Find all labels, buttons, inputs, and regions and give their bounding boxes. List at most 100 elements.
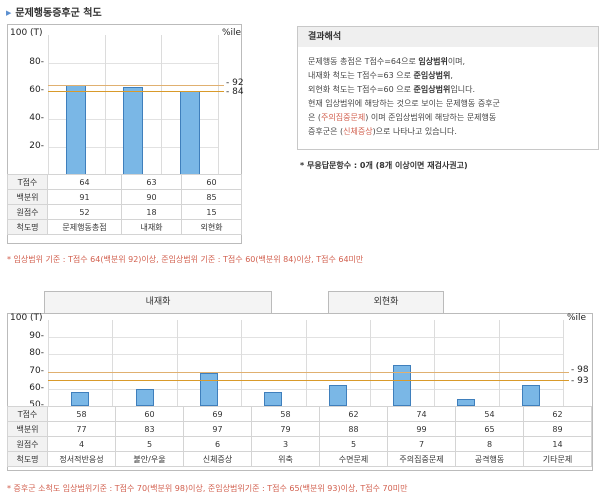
bar-정서적반응성 bbox=[71, 392, 90, 406]
row-label: T점수 bbox=[7, 174, 48, 190]
panel-title: 결과해석 bbox=[298, 27, 598, 47]
table-cell: 89 bbox=[523, 421, 592, 437]
table-cell: 88 bbox=[319, 421, 388, 437]
y-tick-label: 50- bbox=[29, 400, 44, 410]
y-tick-label: 20- bbox=[29, 141, 44, 151]
column-divider bbox=[305, 320, 307, 406]
table-row: 백분위 77 83 97 79 88 99 65 89 bbox=[7, 421, 592, 437]
chart2-plot: 100 (T) 90- 80- 70- 60- 50- - 98- 93 %ile bbox=[8, 313, 592, 410]
no-answer-note: * 무응답문항수 : 0개 (8개 이상이면 재검사권고) bbox=[300, 161, 468, 170]
table-row: 척도명 문제행동총점 내재화 외현화 bbox=[7, 219, 242, 235]
bar-불안/우울 bbox=[135, 388, 154, 406]
table-cell: 4 bbox=[47, 436, 116, 452]
percentile-marker: - 84 bbox=[226, 87, 244, 97]
row-label: 백분위 bbox=[7, 421, 48, 437]
column-divider bbox=[161, 35, 163, 175]
percentile-marker: - 98 bbox=[571, 364, 589, 375]
table-cell: 5 bbox=[115, 436, 184, 452]
bar-내재화 bbox=[123, 86, 143, 175]
reference-line bbox=[48, 371, 569, 373]
table-cell: 수면문제 bbox=[319, 451, 388, 467]
percentile-marker: - 93 bbox=[571, 376, 589, 387]
table-row: 척도명 정서적반응성 불안/우울 신체증상 위축 수면문제 주의집중문제 공격행동 기타문제 bbox=[7, 451, 592, 467]
column-divider bbox=[241, 320, 243, 406]
y-axis-top-label: 100 (T) bbox=[10, 313, 43, 323]
reference-line bbox=[48, 380, 569, 382]
column-divider bbox=[498, 320, 500, 406]
y-axis-top-label: 100 (T) bbox=[10, 28, 43, 38]
table-cell: 기타문제 bbox=[523, 451, 592, 467]
y-gridline bbox=[48, 63, 218, 64]
table-cell: 외현화 bbox=[181, 219, 242, 235]
table-row: T점수 58 60 69 58 62 74 54 62 bbox=[7, 406, 592, 422]
table-cell: 83 bbox=[115, 421, 184, 437]
column-divider bbox=[112, 320, 114, 406]
row-label: 척도명 bbox=[7, 451, 48, 467]
percentile-marker: - 92 bbox=[226, 78, 244, 89]
column-divider bbox=[434, 320, 436, 406]
bar-주의집중문제 bbox=[393, 364, 412, 406]
table-cell: 97 bbox=[183, 421, 252, 437]
table-cell: 15 bbox=[181, 204, 242, 220]
panel-body: 문제행동 총점은 T점수=64으로 임상범위이며, 내재화 척도는 T점수=63… bbox=[308, 55, 592, 139]
table-cell: 62 bbox=[523, 406, 592, 422]
interpretation-line: 내재화 척도는 T점수=63 으로 준임상범위, bbox=[308, 71, 453, 80]
table-cell: 99 bbox=[387, 421, 456, 437]
table-cell: 5 bbox=[319, 436, 388, 452]
table-cell: 60 bbox=[181, 174, 242, 190]
table-cell: 7 bbox=[387, 436, 456, 452]
y-tick-label: 40- bbox=[29, 113, 44, 123]
bar-문제행동총점 bbox=[66, 85, 87, 175]
y-tick-label: 60- bbox=[29, 85, 44, 95]
table-cell: 정서적반응성 bbox=[47, 451, 116, 467]
group-header-internal: 내재화 bbox=[44, 291, 272, 314]
table-cell: 54 bbox=[455, 406, 524, 422]
table-cell: 18 bbox=[121, 204, 182, 220]
column-divider bbox=[48, 320, 49, 406]
chart2-frame: 100 (T) 90- 80- 70- 60- 50- - 98- 93 %ile bbox=[7, 313, 593, 471]
table-cell: 내재화 bbox=[121, 219, 182, 235]
table-cell: 위축 bbox=[251, 451, 320, 467]
y-tick-label: 90- bbox=[29, 331, 44, 342]
table-cell: 74 bbox=[387, 406, 456, 422]
table-row: 백분위 91 90 85 bbox=[7, 189, 242, 205]
table-cell: 62 bbox=[319, 406, 388, 422]
y-tick-label: 80- bbox=[29, 348, 44, 359]
table-cell: 65 bbox=[455, 421, 524, 437]
table-cell: 69 bbox=[183, 406, 252, 422]
column-divider bbox=[104, 35, 106, 175]
interpretation-line: 현재 임상범위에 해당하는 것으로 보이는 문제행동 증후군 bbox=[308, 99, 500, 108]
bar-외현화 bbox=[179, 91, 200, 175]
row-label: 원점수 bbox=[7, 204, 48, 220]
row-label: 척도명 bbox=[7, 219, 48, 235]
table-cell: 문제행동총점 bbox=[47, 219, 122, 235]
percentile-axis-label: %ile bbox=[222, 28, 242, 38]
interpretation-line: 문제행동 총점은 T점수=64으로 임상범위이며, bbox=[308, 57, 466, 66]
table-cell: 64 bbox=[47, 174, 122, 190]
reference-line bbox=[48, 91, 224, 92]
chart2-score-table: T점수 58 60 69 58 62 74 54 62 백분위 77 83 97 79 88 99 65 89 원점… bbox=[7, 406, 592, 467]
column-divider bbox=[48, 35, 49, 175]
table-cell: 신체증상 bbox=[183, 451, 252, 467]
chart1-score-table: T점수 64 63 60 백분위 91 90 85 원점수 52 18 15 척도명 문제행동총점 내재화 외… bbox=[7, 174, 242, 235]
column-divider bbox=[176, 320, 178, 406]
row-label: 원점수 bbox=[7, 436, 48, 452]
table-cell: 58 bbox=[47, 406, 116, 422]
column-divider bbox=[218, 35, 219, 175]
reference-line bbox=[48, 85, 224, 87]
y-tick-label: 60- bbox=[29, 382, 44, 393]
table-cell: 8 bbox=[455, 436, 524, 452]
bar-공격행동 bbox=[457, 399, 476, 406]
group-header-external: 외현화 bbox=[328, 291, 444, 314]
table-cell: 공격행동 bbox=[455, 451, 524, 467]
y-tick-label: 80- bbox=[29, 57, 44, 67]
y-tick-label: 70- bbox=[29, 365, 44, 376]
table-row: 원점수 4 5 6 3 5 7 8 14 bbox=[7, 436, 592, 452]
criteria-note-1: * 임상범위 기준 : T점수 64(백분위 92)이상, 준임상범위 기준 :… bbox=[7, 255, 364, 264]
table-cell: 60 bbox=[115, 406, 184, 422]
table-cell: 불안/우울 bbox=[115, 451, 184, 467]
bar-기타문제 bbox=[521, 385, 540, 406]
table-row: 원점수 52 18 15 bbox=[7, 204, 242, 220]
interpretation-line: 증후군은 (신체증상)으로 나타나고 있습니다. bbox=[308, 127, 457, 136]
row-label: T점수 bbox=[7, 406, 48, 422]
